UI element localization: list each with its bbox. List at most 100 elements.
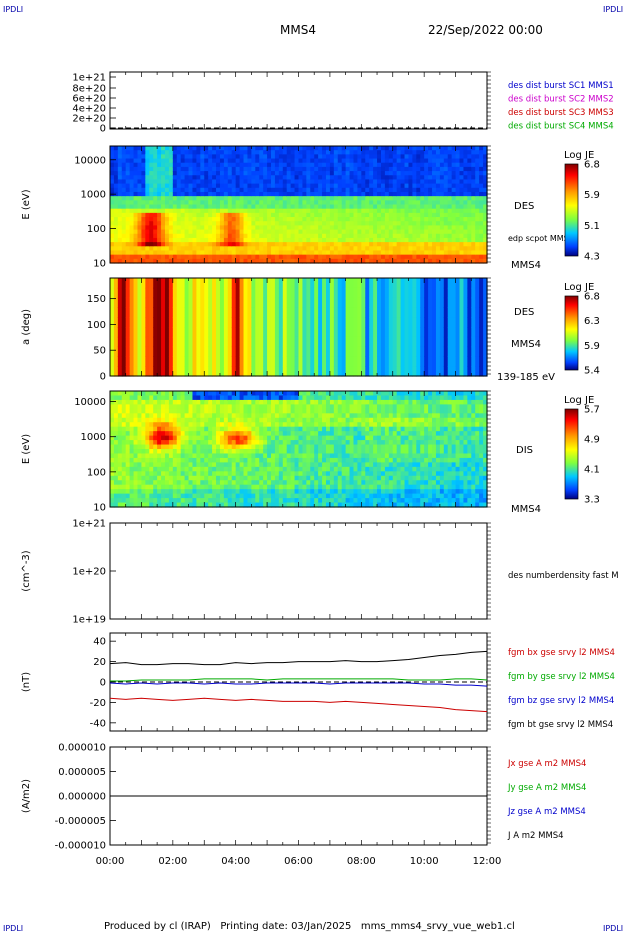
heatmap-cell <box>353 229 359 235</box>
heatmap-cell <box>479 221 484 226</box>
heatmap-cell <box>267 480 272 486</box>
heatmap-cell <box>263 480 268 486</box>
heatmap-cell <box>235 453 241 459</box>
heatmap-cell <box>184 431 190 437</box>
heatmap-cell <box>117 287 123 299</box>
heatmap-cell <box>216 317 221 328</box>
heatmap-cell <box>388 250 394 256</box>
heatmap-cell <box>231 444 237 450</box>
heatmap-cell <box>361 336 366 348</box>
heatmap-cell <box>483 346 488 357</box>
heatmap-cell <box>467 278 472 289</box>
heatmap-cell <box>121 200 127 206</box>
heatmap-cell <box>219 457 225 463</box>
heatmap-cell <box>286 196 292 201</box>
heatmap-cell <box>282 356 288 367</box>
heatmap-cell <box>267 493 272 499</box>
heatmap-cell <box>416 212 421 218</box>
heatmap-cell <box>263 162 268 168</box>
heatmap-cell <box>117 171 123 176</box>
heatmap-cell <box>161 484 166 490</box>
heatmap-cell <box>243 449 249 455</box>
heatmap-cell <box>192 171 197 176</box>
colorbar-tick-label: 5.9 <box>584 341 600 352</box>
heatmap-cell <box>263 254 268 260</box>
heatmap-cell <box>208 502 213 508</box>
heatmap-cell <box>314 287 319 299</box>
heatmap-cell <box>392 346 398 357</box>
heatmap-cell <box>212 408 217 414</box>
heatmap-cell <box>184 356 190 367</box>
heatmap-cell <box>200 254 205 260</box>
heatmap-cell <box>223 471 229 477</box>
heatmap-cell <box>412 225 417 231</box>
heatmap-cell <box>133 462 139 468</box>
heatmap-cell <box>251 246 256 252</box>
heatmap-cell <box>459 233 465 239</box>
heatmap-cell <box>337 346 343 357</box>
heatmap-cell <box>129 417 135 423</box>
heatmap-cell <box>184 154 190 160</box>
heatmap-cell <box>161 146 166 151</box>
heatmap-cell <box>443 150 449 155</box>
heatmap-cell <box>145 242 150 247</box>
heatmap-cell <box>149 366 154 377</box>
heatmap-cell <box>153 449 158 455</box>
heatmap-cell <box>188 317 194 328</box>
heatmap-cell <box>424 250 429 256</box>
heatmap-cell <box>298 229 304 235</box>
heatmap-cell <box>133 444 139 450</box>
heatmap-cell <box>286 317 292 328</box>
heatmap-cell <box>392 246 398 252</box>
heatmap-cell <box>133 146 139 151</box>
heatmap-cell <box>290 327 296 338</box>
heatmap-cell <box>113 233 119 239</box>
heatmap-cell <box>443 229 449 235</box>
heatmap-cell <box>243 297 249 308</box>
heatmap-cell <box>164 346 170 357</box>
heatmap-cell <box>471 297 476 308</box>
heatmap-cell <box>208 336 213 348</box>
heatmap-cell <box>110 246 115 252</box>
heatmap-cell <box>384 254 390 260</box>
heatmap-cell <box>341 191 347 197</box>
heatmap-cell <box>435 327 441 338</box>
heatmap-cell <box>263 158 268 164</box>
heatmap-cell <box>172 356 178 367</box>
heatmap-cell <box>483 187 488 193</box>
heatmap-cell <box>443 162 449 168</box>
heatmap-cell <box>251 237 256 243</box>
heatmap-cell <box>310 217 315 222</box>
heatmap-cell <box>286 287 292 299</box>
heatmap-cell <box>263 395 268 401</box>
heatmap-cell <box>428 366 433 377</box>
heatmap-cell <box>212 327 217 338</box>
heatmap-cell <box>349 242 355 247</box>
heatmap-cell <box>290 297 296 308</box>
heatmap-cell <box>251 391 256 397</box>
heatmap-cell <box>318 175 323 181</box>
heatmap-cell <box>235 208 241 214</box>
heatmap-cell <box>223 217 229 222</box>
heatmap-cell <box>353 158 359 164</box>
heatmap-cell <box>243 146 249 151</box>
heatmap-cell <box>243 366 249 377</box>
heatmap-cell <box>447 200 453 206</box>
heatmap-cell <box>176 417 182 423</box>
heatmap-cell <box>439 250 445 256</box>
heatmap-cell <box>298 225 304 231</box>
heatmap-cell <box>110 154 115 160</box>
heatmap-cell <box>113 254 119 260</box>
heatmap-cell <box>153 217 158 222</box>
heatmap-cell <box>459 183 465 189</box>
heatmap-cell <box>373 287 378 299</box>
heatmap-cell <box>208 484 213 490</box>
heatmap-cell <box>302 154 307 160</box>
heatmap-cell <box>196 158 201 164</box>
heatmap-cell <box>219 498 225 504</box>
heatmap-cell <box>180 200 186 206</box>
heatmap-cell <box>180 179 186 185</box>
heatmap-cell <box>353 200 359 206</box>
heatmap-cell <box>408 179 413 185</box>
heatmap-cell <box>424 171 429 176</box>
